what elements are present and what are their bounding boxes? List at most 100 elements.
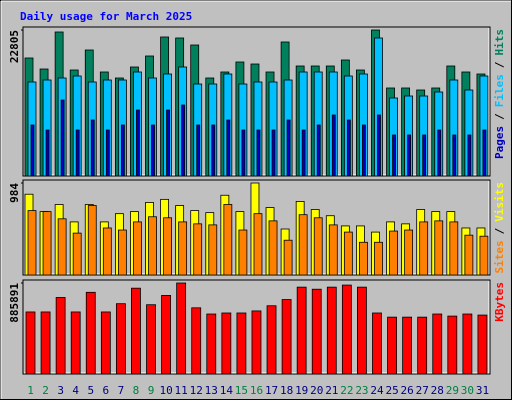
bar bbox=[57, 218, 67, 276]
x-tick-label: 25 bbox=[385, 384, 398, 397]
bar bbox=[256, 129, 261, 177]
bar bbox=[464, 234, 474, 276]
bar bbox=[191, 307, 202, 375]
bar bbox=[343, 231, 353, 276]
x-tick-label: 4 bbox=[72, 384, 79, 397]
x-tick-label: 7 bbox=[118, 384, 125, 397]
bar bbox=[326, 286, 337, 375]
bar bbox=[359, 241, 368, 276]
bar bbox=[40, 311, 51, 375]
bar bbox=[298, 214, 308, 276]
bar bbox=[253, 213, 263, 276]
bar bbox=[301, 129, 306, 177]
y-tick-label: 984 bbox=[8, 183, 21, 203]
bar bbox=[120, 124, 125, 177]
y-tick-label: 22805 bbox=[8, 30, 21, 63]
x-tick-label: 29 bbox=[446, 384, 459, 397]
bar bbox=[70, 311, 81, 375]
x-tick-label: 14 bbox=[220, 384, 234, 397]
bar bbox=[392, 134, 396, 177]
bar bbox=[117, 229, 127, 276]
legend: KBytes bbox=[493, 282, 506, 322]
x-tick-label: 21 bbox=[325, 384, 338, 397]
x-tick-label: 13 bbox=[205, 384, 218, 397]
bar bbox=[146, 304, 156, 375]
bar bbox=[45, 129, 50, 177]
bar bbox=[193, 223, 203, 276]
bar bbox=[316, 124, 321, 177]
bar bbox=[238, 229, 248, 276]
bar bbox=[268, 220, 278, 276]
bar bbox=[226, 119, 231, 177]
bar bbox=[462, 313, 473, 375]
bar bbox=[115, 303, 126, 375]
x-tick-label: 27 bbox=[416, 384, 429, 397]
x-tick-label: 12 bbox=[190, 384, 203, 397]
x-tick-label: 30 bbox=[461, 384, 474, 397]
bar bbox=[437, 129, 442, 177]
bar bbox=[477, 314, 488, 375]
bar bbox=[479, 235, 489, 276]
legend-separator: / bbox=[493, 61, 506, 68]
bar bbox=[271, 129, 276, 177]
x-tick-label: 19 bbox=[295, 384, 308, 397]
legend-entry: Files bbox=[493, 74, 506, 107]
bar bbox=[148, 216, 157, 276]
x-tick-label: 17 bbox=[265, 384, 278, 397]
bar bbox=[407, 134, 412, 177]
legend-entry: Sites bbox=[493, 240, 506, 273]
x-tick-label: 16 bbox=[250, 384, 263, 397]
x-tick-label: 22 bbox=[340, 384, 353, 397]
x-tick-label: 3 bbox=[57, 384, 64, 397]
y-tick-label: 885891 bbox=[8, 283, 21, 323]
x-tick-label: 20 bbox=[310, 384, 323, 397]
bar bbox=[241, 129, 246, 177]
bar bbox=[221, 312, 232, 375]
bar bbox=[387, 316, 397, 375]
legend-entry: Hits bbox=[493, 29, 506, 56]
x-tick-label: 24 bbox=[370, 384, 384, 397]
bar bbox=[223, 204, 233, 276]
x-tick-label: 26 bbox=[401, 384, 414, 397]
bar bbox=[389, 230, 398, 276]
bar bbox=[266, 305, 277, 375]
bar bbox=[211, 124, 216, 177]
bar bbox=[166, 109, 170, 177]
bar bbox=[417, 316, 428, 375]
bar bbox=[131, 287, 141, 375]
x-tick-label: 11 bbox=[175, 384, 188, 397]
bar bbox=[181, 104, 186, 177]
bar bbox=[85, 291, 96, 375]
x-tick-label: 23 bbox=[355, 384, 368, 397]
bar bbox=[208, 224, 218, 276]
x-tick-label: 9 bbox=[148, 384, 155, 397]
bar bbox=[105, 129, 110, 177]
bar bbox=[482, 129, 487, 177]
bar bbox=[27, 210, 37, 276]
bar bbox=[251, 310, 262, 375]
bar bbox=[377, 114, 381, 177]
x-tick-label: 31 bbox=[476, 384, 489, 397]
bar bbox=[357, 286, 367, 375]
bar bbox=[196, 124, 201, 177]
bar bbox=[447, 315, 458, 375]
legend-entry: KBytes bbox=[493, 282, 506, 322]
bar bbox=[432, 313, 443, 375]
bar bbox=[163, 217, 172, 276]
legend-separator: / bbox=[493, 113, 506, 120]
bar bbox=[42, 211, 52, 276]
bar bbox=[55, 297, 66, 375]
x-tick-label: 5 bbox=[87, 384, 94, 397]
bar bbox=[362, 124, 366, 177]
bar bbox=[151, 124, 155, 177]
bar bbox=[313, 217, 323, 276]
bar bbox=[100, 311, 111, 375]
legend-separator: / bbox=[493, 227, 506, 234]
x-tick-label: 6 bbox=[103, 384, 110, 397]
legend: Sites / Visits bbox=[493, 182, 506, 274]
bar bbox=[449, 221, 459, 276]
bar bbox=[404, 229, 414, 276]
bar bbox=[311, 288, 322, 375]
bar bbox=[75, 129, 80, 177]
bar bbox=[178, 221, 188, 276]
